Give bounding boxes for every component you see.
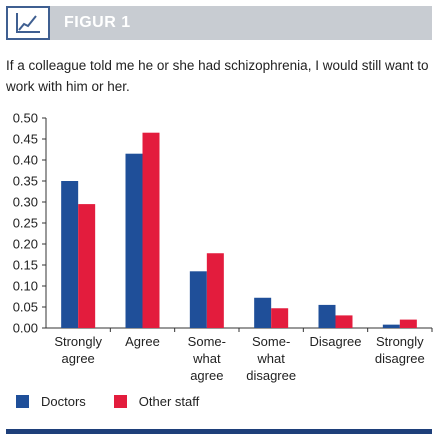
bottom-rule [6,429,432,434]
y-tick-label: 0.15 [13,258,38,273]
x-tick-label: Agree [125,334,160,349]
x-tick-label: Disagree [309,334,361,349]
x-tick-label: Strongly disagree [375,334,425,366]
chart-legend: Doctors Other staff [16,394,227,409]
y-tick-label: 0.25 [13,216,38,231]
y-tick-label: 0.10 [13,279,38,294]
legend-label-other-staff: Other staff [138,394,200,409]
bar-other-staff [335,315,353,328]
bar-doctors [189,271,207,328]
y-tick-label: 0.45 [13,132,38,147]
bar-doctors [318,304,336,328]
legend-item-other-staff: Other staff [113,394,200,409]
x-tick-label-line: disagree [375,351,425,366]
y-tick-label: 0.40 [13,153,38,168]
x-tick-label-line: Strongly [54,334,102,349]
x-tick-label: Strongly agree [54,334,102,366]
x-tick-label-line: Disagree [309,334,361,349]
bar-doctors [254,297,272,328]
y-tick-label: 0.35 [13,174,38,189]
y-tick-label: 0.20 [13,237,38,252]
y-tick-label: 0.05 [13,300,38,315]
y-tick-label: 0.30 [13,195,38,210]
x-tick-label-line: what [192,351,221,366]
legend-swatch-doctors [16,395,29,408]
x-tick-label-line: Some- [252,334,290,349]
x-tick-label-line: agree [190,368,223,383]
bar-doctors [125,153,143,328]
x-tick-label: Some-what disagree [246,334,296,383]
figure-label: FIGUR 1 [64,14,131,31]
x-tick-label-line: disagree [246,368,296,383]
bar-other-staff [142,132,160,328]
figure-caption: If a colleague told me he or she had sch… [6,58,429,94]
bar-doctors [382,324,400,328]
y-tick-label: 0.50 [13,111,38,126]
x-tick-label-line: agree [62,351,95,366]
x-tick-label-line: Some- [188,334,226,349]
bar-doctors [61,181,79,328]
x-tick-label-line: Agree [125,334,160,349]
x-tick-label: Some-what agree [188,334,226,383]
bar-other-staff [206,253,224,328]
legend-item-doctors: Doctors [16,394,86,409]
bar-other-staff [78,204,96,328]
figure-header: FIGUR 1 [6,6,432,40]
figure-header-bar: FIGUR 1 [50,6,432,40]
x-tick-label-line: Strongly [376,334,424,349]
legend-swatch-other-staff [113,395,127,408]
bar-other-staff [271,308,289,328]
bar-other-staff [399,319,417,328]
y-tick-label: 0.00 [13,321,38,336]
legend-label-doctors: Doctors [41,394,86,409]
x-tick-label-line: what [256,351,285,366]
line-chart-icon [6,6,50,40]
